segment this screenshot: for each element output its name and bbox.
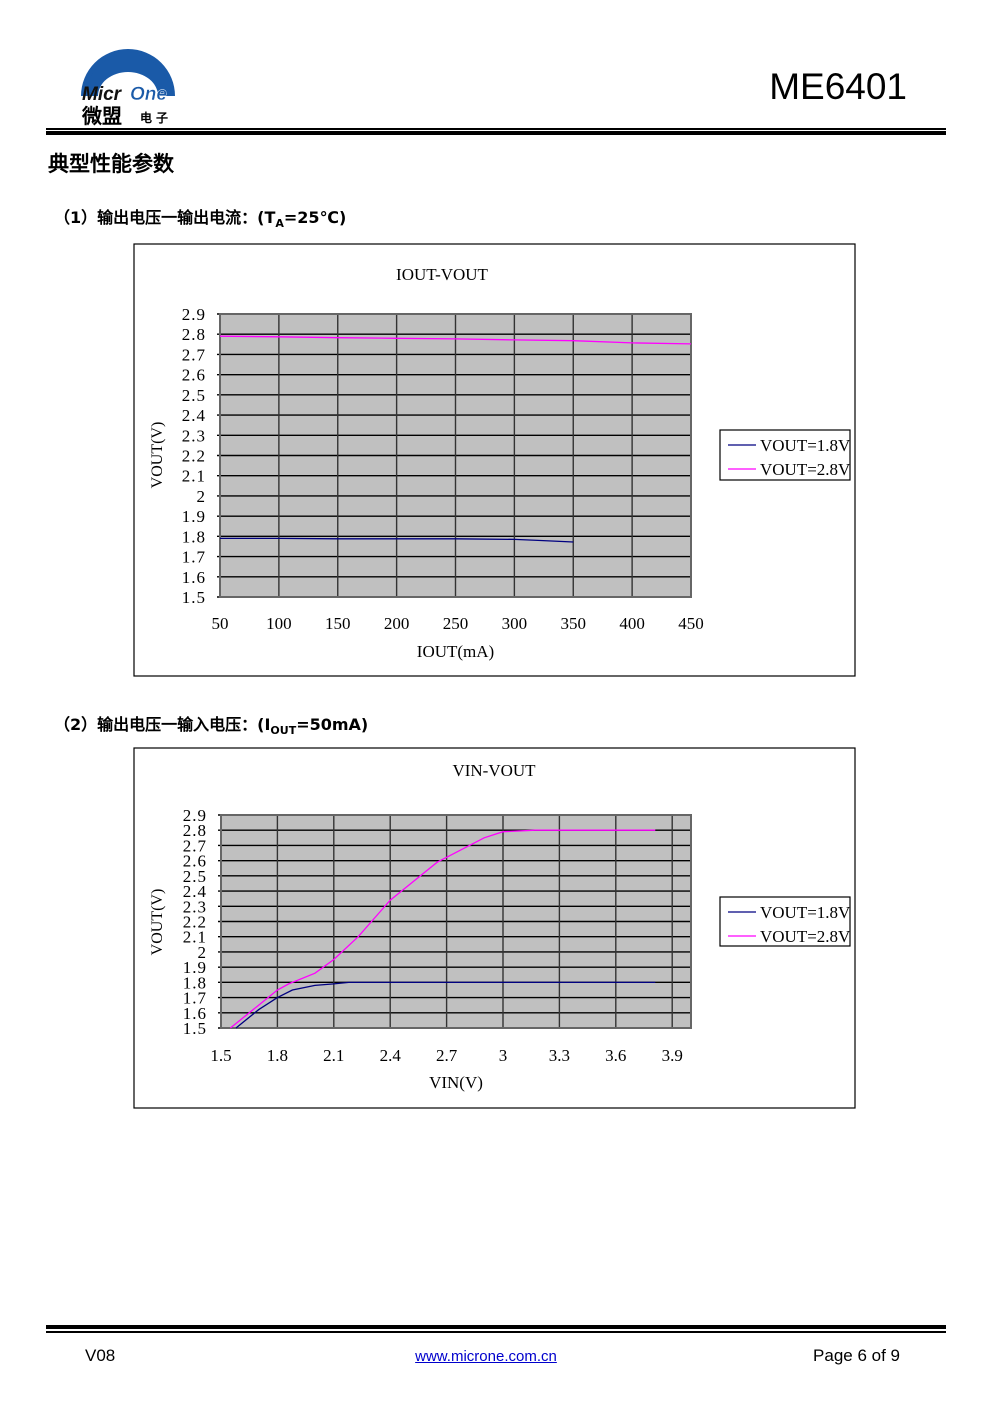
chart2-legend-label-2: VOUT=2.8V (760, 927, 851, 946)
chart1-x-tick-label: 100 (266, 614, 292, 633)
svg-text:One: One (130, 84, 167, 105)
chart2-y-tick-label: 2.5 (183, 867, 207, 886)
chart1-y-axis-label: VOUT(V) (149, 422, 166, 489)
chart1-x-tick-label: 200 (384, 614, 410, 633)
chart2-y-tick-label: 1.9 (183, 958, 207, 977)
chart2-series-line-2 (229, 829, 656, 1029)
chart1-series-line-2 (219, 335, 692, 345)
chart2-y-tick-label: 2.6 (183, 852, 207, 871)
chart2-series-line-1 (235, 981, 656, 1029)
chart2-x-tick-label: 3 (499, 1046, 508, 1065)
chart1-y-tick-label: 2.8 (182, 325, 206, 344)
chart1-y-tick-label: 1.9 (182, 507, 206, 526)
header-rule-thick (46, 131, 946, 135)
chart2-y-tick-label: 2.3 (183, 897, 207, 916)
chart1-legend-box (719, 429, 851, 481)
footer-rule-thin (46, 1331, 946, 1333)
chart2-x-axis-label: VIN(V) (429, 1073, 483, 1092)
subsection-title-1: （1）输出电压一输出电流：(TA=25℃) (54, 204, 346, 230)
chart2-y-tick-label: 2.9 (183, 806, 207, 825)
chart1-y-tick-label: 1.6 (182, 568, 206, 587)
subsection-2-subscript: OUT (270, 724, 297, 738)
chart1-y-tick-label: 2.4 (182, 406, 206, 425)
subsection-1-text: （1）输出电压一输出电流：(T (54, 208, 276, 227)
subsection-2-suffix: =50mA) (296, 715, 369, 734)
chart1-y-tick-label: 2.3 (182, 426, 206, 445)
chart2-y-tick-label: 2 (198, 943, 208, 962)
logo-cn-name: 微盟 (82, 104, 122, 128)
footer-rule-thick (46, 1325, 946, 1329)
chart1-y-tick-label: 1.5 (182, 588, 206, 607)
chart2-x-tick-label: 3.9 (662, 1046, 683, 1065)
chart2-y-tick-label: 2.4 (183, 882, 207, 901)
footer-page-number: Page 6 of 9 (813, 1346, 900, 1365)
chart2-y-tick-label: 2.1 (183, 928, 207, 947)
chart1-x-tick-label: 250 (443, 614, 469, 633)
section-title: 典型性能参数 (48, 152, 174, 176)
chart2-y-tick-label: 1.6 (183, 1004, 207, 1023)
chart1-legend-label-1: VOUT=1.8V (760, 436, 851, 455)
chart1-y-tick-label: 2 (197, 487, 207, 506)
chart2-legend-label-1: VOUT=1.8V (760, 903, 851, 922)
chart2-y-tick-label: 2.7 (183, 836, 207, 855)
footer-website-link[interactable]: www.microne.com.cn (415, 1348, 557, 1365)
chart1-x-tick-label: 150 (325, 614, 351, 633)
chart1-y-tick-label: 1.8 (182, 527, 206, 546)
chart1-y-tick-label: 2.5 (182, 386, 206, 405)
chart2-y-tick-label: 1.8 (183, 973, 207, 992)
svg-text:Micr: Micr (82, 84, 123, 105)
chart2-legend-box (719, 896, 851, 947)
chart2-y-tick-label: 2.8 (183, 821, 207, 840)
chart1-y-tick-label: 1.7 (182, 548, 206, 567)
subsection-2-text: （2）输出电压一输入电压：(I (54, 715, 271, 734)
chart1-series-line-1 (220, 537, 574, 543)
chart1-x-tick-label: 300 (502, 614, 528, 633)
chart2-x-tick-label: 3.3 (549, 1046, 570, 1065)
chart1-y-tick-label: 2.1 (182, 467, 206, 486)
chart1-plot-border (219, 313, 692, 598)
chart2-y-tick-label: 1.5 (183, 1019, 207, 1038)
chart1-title: IOUT-VOUT (396, 265, 489, 284)
chart1-x-tick-label: 400 (619, 614, 645, 633)
chart1-y-tick-label: 2.7 (182, 345, 206, 364)
chart2-y-axis-label: VOUT(V) (149, 889, 166, 956)
chart2-x-tick-label: 2.7 (436, 1046, 458, 1065)
chart1-legend-label-2: VOUT=2.8V (760, 460, 851, 479)
footer-version: V08 (85, 1346, 116, 1365)
chart1-x-tick-label: 50 (212, 614, 229, 633)
chart2-x-tick-label: 1.8 (267, 1046, 288, 1065)
subsection-1-suffix: =25℃) (283, 208, 347, 227)
chart1-y-tick-label: 2.9 (182, 305, 206, 324)
chart1-y-tick-label: 2.6 (182, 366, 206, 385)
company-logo: Micr One 微盟 电子 (78, 38, 178, 128)
chart2-title: VIN-VOUT (452, 761, 536, 780)
chart2-x-tick-label: 2.1 (323, 1046, 344, 1065)
chart2-x-tick-label: 2.4 (380, 1046, 402, 1065)
chart1-x-axis-label: IOUT(mA) (417, 642, 494, 661)
chart2-x-tick-label: 3.6 (605, 1046, 626, 1065)
chart2-x-tick-label: 1.5 (210, 1046, 231, 1065)
subsection-title-2: （2）输出电压一输入电压：(IOUT=50mA) (54, 711, 368, 737)
logo-graphic: Micr One (81, 49, 175, 105)
subsection-1-subscript: A (275, 217, 284, 231)
logo-cn-suffix: 电子 (140, 111, 173, 125)
chart1-x-tick-label: 350 (561, 614, 587, 633)
document-id: ME6401 (769, 66, 907, 107)
chart1-y-tick-label: 2.2 (182, 447, 206, 466)
chart2-y-tick-label: 2.2 (183, 913, 207, 932)
chart2-y-tick-label: 1.7 (183, 989, 207, 1008)
header-rule-thin (46, 128, 946, 130)
chart1-x-tick-label: 450 (678, 614, 704, 633)
chart2-plot-border (220, 814, 692, 1029)
